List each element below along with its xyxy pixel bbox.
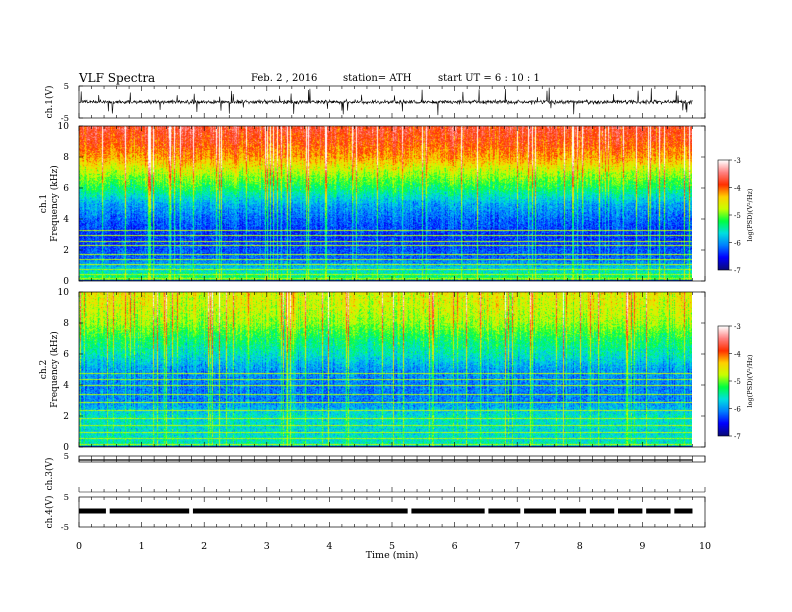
colorbar-tick-label: -7: [734, 433, 741, 441]
ch2-spec-ytick-label: 6: [63, 350, 69, 360]
ch1-ytick-label: 5: [64, 82, 69, 92]
ch2-spec-ytick-label: 10: [58, 288, 70, 298]
ch3-ytick-label: 5: [64, 452, 69, 462]
colorbar-tick-label: -3: [734, 157, 741, 165]
ch4-trace-segment: [488, 508, 521, 514]
colorbar-tick-label: -6: [734, 240, 741, 248]
ch4-ylabel: ch.4(V): [44, 496, 55, 529]
xaxis-label: Time (min): [366, 550, 419, 561]
xtick-label: 10: [699, 541, 711, 552]
ch1-spec-ylabel-frequency: Frequency (kHz): [49, 165, 60, 242]
ch1-spectrogram-image: [79, 126, 692, 281]
ch1-spec-ytick-label: 2: [63, 246, 69, 256]
ch1-colorbar: [718, 160, 729, 270]
ch2-spec-ytick-label: 8: [63, 319, 69, 329]
station-label: station= ATH: [343, 73, 412, 84]
ch1-spec-ylabel-channel: ch.1: [39, 194, 49, 213]
ch4-trace-segment: [524, 508, 557, 514]
xtick-label: 9: [639, 541, 645, 552]
ch4-trace-segment: [192, 508, 408, 514]
ch4-trace-segment: [109, 508, 190, 514]
date-label: Feb. 2 , 2016: [251, 73, 318, 84]
axes-layer: [78, 85, 732, 528]
ch4-trace-segment: [411, 508, 485, 514]
xtick-label: 0: [76, 541, 82, 552]
ch1-ytick-label: -5: [61, 114, 69, 124]
ch2-colorbar: [718, 326, 729, 436]
ch2-spectrogram-image: [79, 292, 692, 447]
ch2-spec-ytick-label: 2: [63, 412, 69, 422]
ch4-ytick-label: -5: [61, 523, 69, 533]
xtick-label: 8: [577, 541, 583, 552]
ch3-ylabel: ch.3(V): [44, 458, 55, 491]
trace-layer: [78, 87, 693, 514]
figure-title: VLF Spectra: [79, 71, 156, 85]
colorbar-tick-label: -7: [734, 267, 741, 275]
colorbar-tick-label: -3: [734, 323, 741, 331]
ch1-trace: [78, 87, 693, 116]
xtick-label: 1: [139, 541, 145, 552]
xtick-label: 4: [326, 541, 332, 552]
xtick-label: 7: [514, 541, 520, 552]
ch1-spec-ytick-label: 10: [58, 122, 70, 132]
ch2-spec-ytick-label: 4: [63, 381, 69, 391]
xtick-label: 3: [264, 541, 270, 552]
text-layer: -3 -4 -5 -6 -7 log(PSD)(V²/Hz) -3 -4 -5 -6 -7 log(P…: [39, 82, 754, 561]
colorbar-tick-label: -5: [734, 212, 741, 220]
colorbar-tick-label: -6: [734, 406, 741, 414]
ch1-spec-ytick-label: 4: [63, 215, 69, 225]
ch2-spec-ylabel-frequency: Frequency (kHz): [49, 331, 60, 408]
ch4-trace-segment: [589, 508, 615, 514]
start-time-label: start UT = 6 : 10 : 1: [438, 73, 540, 84]
ch4-trace-segment: [559, 508, 587, 514]
ch4-ytick-label: 5: [64, 493, 69, 503]
colorbar-label: log(PSD)(V²/Hz): [746, 188, 754, 241]
colorbar-tick-label: -4: [734, 351, 741, 359]
ch1-spec-ytick-label: 0: [63, 277, 69, 287]
ch1-ylabel: ch.1(V): [44, 86, 55, 119]
xtick-label: 5: [389, 541, 395, 552]
xtick-label: 2: [201, 541, 207, 552]
spectrogram-layer: [79, 126, 729, 447]
ch4-trace-segment: [617, 508, 643, 514]
ch1-spec-ytick-label: 6: [63, 184, 69, 194]
ch2-spec-ytick-label: 0: [63, 443, 69, 453]
ch2-spec-ylabel-channel: ch.2: [39, 360, 49, 379]
ch4-trace-segment: [674, 508, 693, 514]
colorbar-label: log(PSD)(V²/Hz): [746, 354, 754, 407]
ch1-spec-ytick-label: 8: [63, 153, 69, 163]
ch4-trace-segment: [79, 508, 106, 514]
xtick-label: 6: [452, 541, 458, 552]
colorbar-tick-label: -5: [734, 378, 741, 386]
ch4-trace-segment: [646, 508, 671, 514]
colorbar-tick-label: -4: [734, 185, 741, 193]
